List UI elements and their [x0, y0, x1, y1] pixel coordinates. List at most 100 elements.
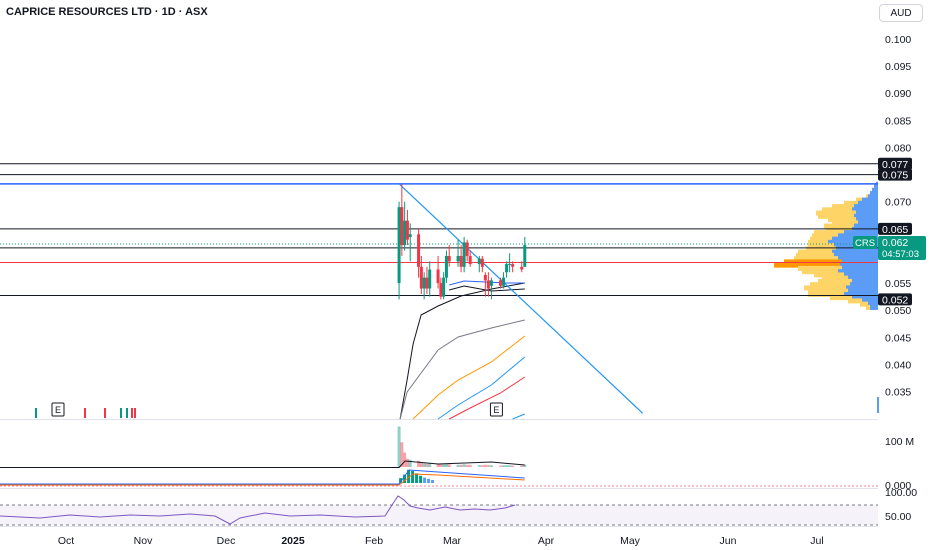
volume-profile-bar: [856, 210, 878, 216]
macd-line: [0, 469, 525, 485]
x-tick-label: Feb: [365, 535, 383, 547]
volume-profile-bar: [862, 197, 878, 203]
volume-profile-bar: [810, 282, 850, 288]
volume-profile-bar: [838, 256, 878, 262]
volume-profile-bar: [794, 256, 838, 262]
earnings-marker[interactable]: [51, 402, 65, 417]
symbol-tag: [853, 236, 877, 250]
candle-body: [397, 207, 401, 284]
volume-profile-bar: [832, 204, 854, 210]
volume-bar: [505, 465, 509, 467]
y-tick-label: 0.055: [885, 278, 911, 290]
candle-body: [489, 280, 493, 286]
candle-body: [419, 266, 423, 289]
volume-profile-bar: [796, 252, 834, 258]
volume-profile-bar: [822, 275, 848, 281]
volume-profile-bar: [870, 191, 878, 197]
candle-body: [417, 234, 421, 267]
candle-body: [462, 242, 466, 267]
y-tick-label: 0.080: [885, 142, 911, 154]
last-price-tag: [878, 236, 926, 261]
volume-profile-bar: [838, 269, 878, 275]
price-label-bg: [878, 157, 912, 170]
candle-body: [502, 277, 506, 286]
volume-profile-bar: [840, 262, 878, 268]
volume-profile-bar: [844, 272, 878, 278]
volume-profile-bar: [818, 278, 852, 284]
macd-histogram-bar: [399, 478, 403, 483]
price-label: 0.065: [882, 224, 908, 236]
volume-profile-bar: [814, 272, 844, 278]
currency-button[interactable]: AUD: [879, 4, 923, 22]
volume-bar: [520, 465, 524, 467]
volume-profile-bar: [848, 288, 878, 294]
macd-histogram-bar: [411, 471, 415, 483]
y-tick-label: 0.050: [885, 305, 911, 317]
candle-body: [468, 255, 472, 265]
volume-bar: [483, 464, 487, 467]
volume-profile-bar: [866, 194, 868, 200]
volume-profile-bar: [844, 200, 858, 206]
candle-body: [456, 255, 460, 262]
macd-signal-line: [0, 473, 525, 486]
volume-bar: [447, 464, 451, 467]
candle-body: [405, 220, 409, 240]
volume-profile-bar: [802, 269, 838, 275]
ma-line: [399, 319, 525, 420]
volume-profile-bar: [866, 304, 870, 310]
macd-histogram-bar: [423, 477, 427, 483]
macd-histogram-bar: [403, 474, 407, 483]
volume-profile-bar: [824, 223, 854, 229]
y-tick-label: 0.095: [885, 61, 911, 73]
volume-bar: [508, 465, 512, 467]
price-label-bg: [878, 222, 912, 235]
volume-bar: [397, 426, 401, 467]
candle-body: [120, 408, 122, 418]
candle-body: [131, 408, 133, 418]
candle-body: [428, 269, 432, 289]
y-tick-label: 0.045: [885, 332, 911, 344]
candle-body: [511, 264, 515, 267]
candle-body: [477, 258, 481, 265]
volume-profile-bar: [872, 187, 878, 193]
volume-profile-bar: [798, 265, 842, 271]
volume-profile-bar: [868, 301, 878, 307]
volume-bar: [400, 442, 404, 467]
symbol-tag-label: CRS: [855, 238, 875, 249]
last-price-value: 0.062: [882, 237, 908, 249]
candle-body: [499, 280, 503, 286]
volume-bar: [442, 464, 446, 467]
volume-profile-bar: [850, 282, 878, 288]
volume-profile-bar: [784, 259, 842, 265]
macd-histogram-bar: [415, 473, 419, 483]
volume-bar: [425, 463, 429, 467]
volume-profile-bar: [808, 288, 848, 294]
volume-profile-bar: [832, 249, 878, 255]
volume-bar: [486, 465, 490, 467]
volume-bar: [419, 462, 423, 467]
volume-bar: [456, 464, 460, 467]
price-label-bg: [878, 168, 912, 181]
candle-body: [486, 280, 490, 289]
volume-profile-bar: [838, 233, 878, 239]
y-tick-label: 0.090: [885, 88, 911, 100]
ma-line: [512, 413, 525, 420]
volume-profile-bar: [858, 220, 878, 226]
candle-body: [126, 408, 128, 418]
earnings-marker-label: E: [493, 405, 499, 415]
macd-histogram-bar: [407, 469, 411, 483]
volume-bar: [459, 464, 463, 467]
volume-profile-bar: [854, 213, 878, 219]
volume-profile-bar: [844, 230, 878, 236]
candle-body: [403, 220, 407, 246]
volume-bar: [405, 458, 409, 467]
volume-profile-bar: [804, 285, 846, 291]
volume-profile-bar: [808, 243, 834, 249]
candle-body: [425, 277, 429, 289]
volume-profile-bar: [852, 207, 878, 213]
volume-profile-bar: [822, 207, 852, 213]
earnings-marker[interactable]: [489, 402, 503, 417]
candle-body: [508, 264, 512, 266]
